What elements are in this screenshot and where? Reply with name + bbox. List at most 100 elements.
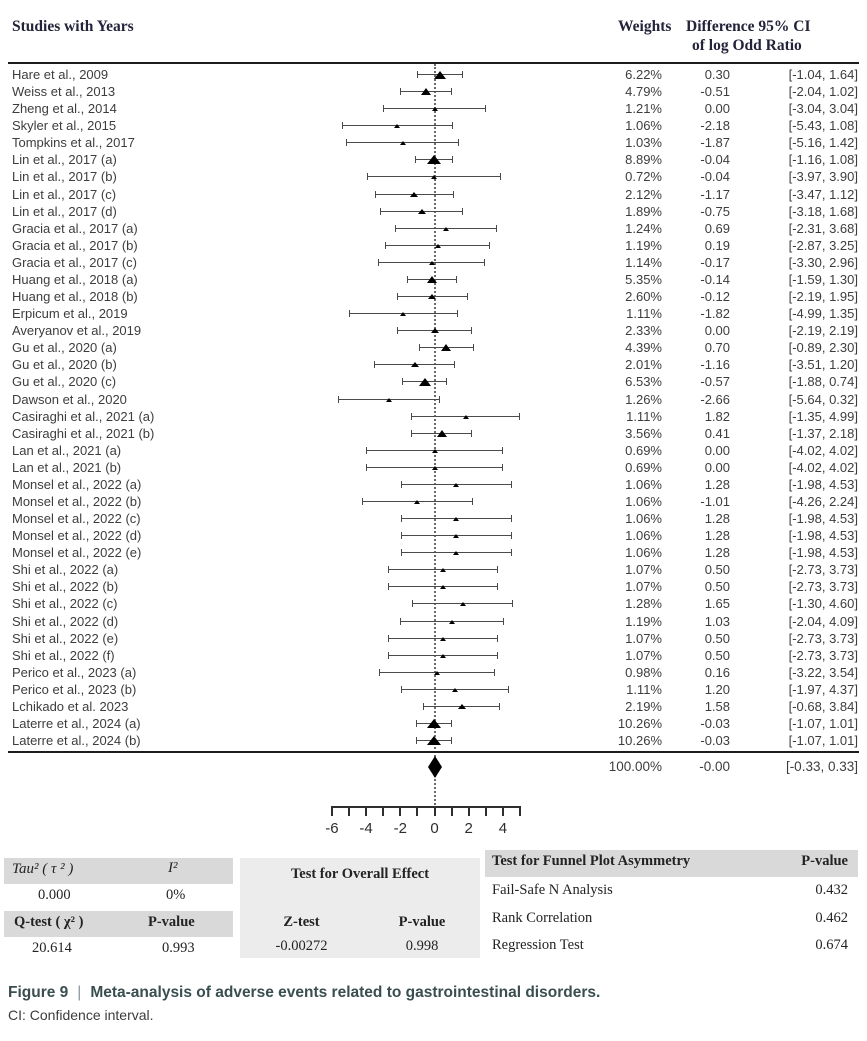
ci-cap-right xyxy=(471,498,473,505)
effect-marker xyxy=(431,448,438,453)
weight-value: 4.39% xyxy=(625,340,662,356)
study-name: Hare et al., 2009 xyxy=(12,67,109,82)
x-axis-tick-label: -6 xyxy=(325,820,339,837)
funnel-row-value: 0.674 xyxy=(815,937,848,953)
effect-marker xyxy=(418,378,431,387)
funnel-row-label: Regression Test xyxy=(492,937,584,953)
study-row: Gu et al., 2020 (c) 6.53% -0.57 [-1.88, 0.7… xyxy=(0,373,867,390)
ci-cap-left xyxy=(399,617,401,625)
difference-value: 1.20 xyxy=(704,681,730,697)
ci-cap-right xyxy=(450,720,452,728)
difference-value: -0.17 xyxy=(700,254,730,270)
ci-cap-right xyxy=(451,122,453,130)
ci-cap-right xyxy=(484,258,486,266)
study-row: Gracia et al., 2017 (a) 1.24% 0.69 [-2.31, … xyxy=(0,220,867,237)
effect-marker xyxy=(426,736,441,746)
study-name: Shi et al., 2022 (e) xyxy=(12,630,119,646)
study-name: Casiraghi et al., 2021 (a) xyxy=(12,408,155,424)
weight-value: 8.89% xyxy=(625,152,662,168)
study-row: Shi et al., 2022 (c) 1.28% 1.65 [-1.30, 4.6… xyxy=(0,595,867,612)
ci-cap-left xyxy=(365,463,367,471)
study-name: Shi et al., 2022 (f) xyxy=(12,647,115,663)
study-name: Averyanov et al., 2019 xyxy=(12,323,142,339)
study-name: Shi et al., 2022 (a) xyxy=(12,562,119,578)
ci-value: [-2.04, 1.02] xyxy=(788,84,858,100)
x-axis-tick xyxy=(348,806,350,816)
ci-value: [-2.73, 3.73] xyxy=(788,630,858,646)
difference-value: -1.16 xyxy=(700,357,730,373)
ci-cap-right xyxy=(457,139,459,147)
ci-value: [-5.16, 1.42] xyxy=(788,135,858,151)
ci-cap-right xyxy=(446,378,448,386)
difference-value: 0.69 xyxy=(704,220,730,236)
effect-marker xyxy=(440,585,447,590)
caption-separator: | xyxy=(77,984,82,1001)
ci-cap-left xyxy=(375,190,377,198)
study-row: Zheng et al., 2014 1.21% 0.00 [-3.04, 3.04] xyxy=(0,100,867,117)
overall-row: 100.00% -0.00 [-0.33, 0.33] xyxy=(0,756,867,778)
effect-marker xyxy=(436,429,447,437)
ci-cap-right xyxy=(497,651,499,659)
weights-column-header: Weights xyxy=(618,18,672,35)
ci-value: [-1.16, 1.08] xyxy=(788,152,858,168)
x-axis-tick xyxy=(433,806,436,816)
ci-cap-right xyxy=(497,634,499,642)
difference-value: -0.03 xyxy=(700,716,730,732)
qtest-header-bg xyxy=(4,911,233,937)
effect-column-header-line1: Difference 95% CI xyxy=(686,18,811,35)
study-name: Lin et al., 2017 (d) xyxy=(12,203,117,219)
weight-value: 6.53% xyxy=(625,374,662,390)
ci-cap-left xyxy=(399,88,401,96)
weight-value: 0.69% xyxy=(625,459,662,475)
ci-cap-left xyxy=(416,71,418,78)
study-name: Shi et al., 2022 (b) xyxy=(12,579,119,595)
difference-value: 0.00 xyxy=(704,459,730,475)
effect-marker xyxy=(443,226,450,231)
study-name: Monsel et al., 2022 (a) xyxy=(12,476,142,492)
weight-value: 1.06% xyxy=(625,118,662,134)
ci-value: [-3.04, 3.04] xyxy=(788,101,858,117)
ci-cap-right xyxy=(496,224,498,232)
ci-cap-right xyxy=(485,105,487,113)
difference-value: 1.28 xyxy=(704,545,730,561)
effect-marker xyxy=(440,653,447,658)
weight-value: 2.12% xyxy=(625,186,662,202)
difference-value: 0.00 xyxy=(704,323,730,339)
ci-value: [-0.68, 3.84] xyxy=(788,698,858,714)
ci-value: [-4.26, 2.24] xyxy=(788,494,858,509)
difference-value: 0.00 xyxy=(704,442,730,458)
ci-cap-right xyxy=(454,361,456,369)
difference-value: 1.28 xyxy=(704,476,730,492)
effect-marker xyxy=(433,71,446,79)
study-name: Gracia et al., 2017 (c) xyxy=(12,254,137,270)
effect-marker xyxy=(430,328,439,334)
ci-cap-right xyxy=(470,327,472,335)
ci-cap-left xyxy=(387,651,389,659)
ci-value: [-3.22, 3.54] xyxy=(788,664,858,680)
ci-cap-left xyxy=(414,156,416,164)
x-axis-line xyxy=(330,806,521,808)
effect-marker xyxy=(453,534,460,539)
effect-column-header-line2: of log Odd Ratio xyxy=(692,37,802,54)
ci-cap-right xyxy=(456,310,458,318)
effect-marker xyxy=(414,500,421,504)
study-row: Skyler et al., 2015 1.06% -2.18 [-5.43, 1.0… xyxy=(0,117,867,134)
study-row: Dawson et al., 2020 1.26% -2.66 [-5.64, 0.3… xyxy=(0,391,867,408)
ci-cap-left xyxy=(349,310,351,318)
difference-value: -0.57 xyxy=(700,374,730,390)
weight-value: 1.28% xyxy=(625,596,662,612)
effect-marker xyxy=(457,703,466,709)
ci-cap-right xyxy=(451,156,453,164)
weight-value: 1.19% xyxy=(625,613,662,629)
difference-value: -1.17 xyxy=(700,186,730,202)
ci-value: [-2.04, 4.09] xyxy=(788,613,858,629)
ci-cap-right xyxy=(438,395,440,403)
study-row: Averyanov et al., 2019 2.33% 0.00 [-2.19, 2… xyxy=(0,322,867,339)
effect-marker xyxy=(441,344,452,352)
weight-value: 2.01% xyxy=(625,357,662,373)
ci-value: [-4.02, 4.02] xyxy=(788,459,858,475)
ci-cap-left xyxy=(361,498,363,505)
ci-cap-left xyxy=(379,668,381,676)
ci-cap-left xyxy=(412,600,414,608)
ztest-value: -0.00272 xyxy=(275,938,328,954)
